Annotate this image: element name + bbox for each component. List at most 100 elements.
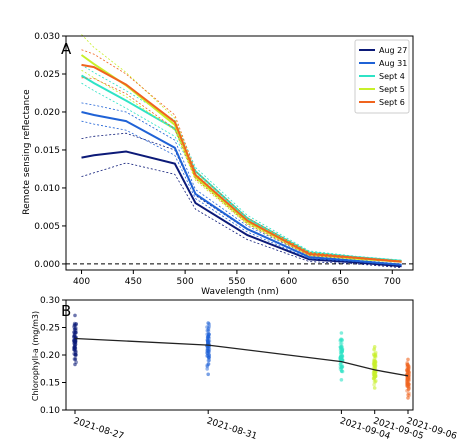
scatter-point	[73, 342, 78, 347]
scatter-point	[407, 377, 411, 382]
scatter-point	[372, 363, 377, 367]
scatter-point	[205, 354, 210, 358]
scatter-point	[406, 384, 411, 389]
scatter-point	[207, 347, 212, 352]
scatter-point	[206, 362, 211, 366]
panel-a-frame	[65, 35, 414, 271]
scatter-point	[72, 330, 76, 335]
scatter-point	[338, 367, 343, 372]
axes-frame	[65, 299, 414, 411]
panel-a-x-ticks: 400 450 500 550 600 650 700	[73, 270, 401, 287]
panel-b-y-axis-label: Chlorophyll-a (mg/m3)	[31, 311, 40, 401]
scatter-point	[207, 355, 211, 359]
scatter-point	[374, 379, 378, 383]
scatter-point	[373, 353, 378, 358]
scatter-point	[73, 340, 78, 345]
x-tick-label: 550	[228, 277, 245, 287]
scatter-point	[340, 365, 344, 369]
scatter-point	[406, 382, 411, 386]
scatter-point	[339, 365, 344, 370]
scatter-point	[372, 360, 377, 364]
y-tick-label: 0.10	[40, 406, 60, 416]
series-lower-bound	[81, 69, 402, 263]
scatter-point	[405, 376, 410, 381]
scatter-point	[406, 382, 411, 387]
scatter-point	[206, 329, 211, 333]
scatter-point	[372, 345, 377, 349]
scatter-point	[206, 339, 210, 343]
scatter-point	[372, 376, 377, 380]
scatter-point	[372, 375, 377, 380]
scatter-point	[405, 369, 410, 373]
x-tick-label: 2021-08-31	[205, 416, 258, 440]
scatter-point	[206, 327, 211, 332]
scatter-point	[206, 338, 210, 343]
scatter-point	[373, 363, 378, 367]
scatter-point	[207, 353, 211, 357]
scatter-point	[206, 351, 211, 356]
scatter-point	[373, 371, 377, 376]
scatter-point	[372, 386, 377, 390]
scatter-point	[339, 341, 344, 346]
x-tick-label: 500	[177, 277, 194, 287]
scatter-point	[72, 338, 76, 343]
scatter-point	[406, 379, 411, 383]
scatter-point	[206, 346, 210, 351]
scatter-point	[339, 355, 344, 359]
scatter-point	[373, 364, 378, 368]
scatter-point	[73, 346, 77, 351]
scatter-point	[72, 345, 77, 350]
scatter-point	[371, 362, 376, 366]
scatter-point	[373, 370, 378, 375]
scatter-point	[406, 357, 410, 362]
scatter-point	[339, 344, 344, 349]
scatter-point	[73, 342, 78, 347]
scatter-point	[206, 348, 211, 353]
scatter-point	[73, 338, 78, 343]
scatter-point	[206, 326, 211, 330]
x-tick-label: 650	[332, 277, 349, 287]
scatter-point	[373, 359, 378, 364]
scatter-point	[405, 389, 409, 393]
scatter-point	[72, 345, 76, 349]
scatter-point	[405, 368, 409, 373]
scatter-point	[206, 346, 211, 350]
panel-a-y-axis-label: Remote sensing reflectance	[22, 89, 32, 215]
axes-frame	[65, 35, 414, 271]
scatter-point	[340, 358, 345, 362]
scatter-point	[373, 354, 377, 358]
scatter-point	[338, 356, 343, 360]
scatter-point	[405, 377, 409, 382]
scatter-point	[205, 348, 209, 353]
scatter-point	[372, 370, 377, 375]
scatter-point	[72, 348, 76, 352]
scatter-point	[339, 369, 344, 373]
scatter-point	[405, 384, 409, 388]
scatter-point	[373, 373, 378, 377]
scatter-point	[340, 338, 344, 342]
scatter-point	[340, 364, 345, 369]
scatter-point	[72, 341, 76, 346]
scatter-point	[373, 374, 378, 379]
series-lower-bound	[81, 82, 402, 262]
scatter-point	[206, 358, 211, 363]
x-tick-label: 2021-08-27	[72, 416, 125, 440]
scatter-point	[74, 353, 78, 357]
scatter-point	[372, 362, 376, 366]
scatter-point	[373, 363, 377, 368]
scatter-point	[373, 365, 378, 370]
scatter-point	[205, 328, 210, 333]
y-tick-label: 0.000	[34, 260, 60, 270]
scatter-point	[72, 346, 76, 350]
scatter-point	[407, 370, 411, 374]
scatter-point	[373, 374, 378, 378]
scatter-point	[206, 340, 210, 344]
scatter-point	[405, 380, 409, 385]
scatter-point	[206, 333, 211, 337]
scatter-point	[406, 367, 411, 371]
scatter-point	[373, 372, 377, 377]
scatter-point	[339, 355, 344, 359]
scatter-point	[407, 382, 411, 387]
scatter-point	[406, 376, 411, 381]
scatter-point	[205, 351, 210, 356]
